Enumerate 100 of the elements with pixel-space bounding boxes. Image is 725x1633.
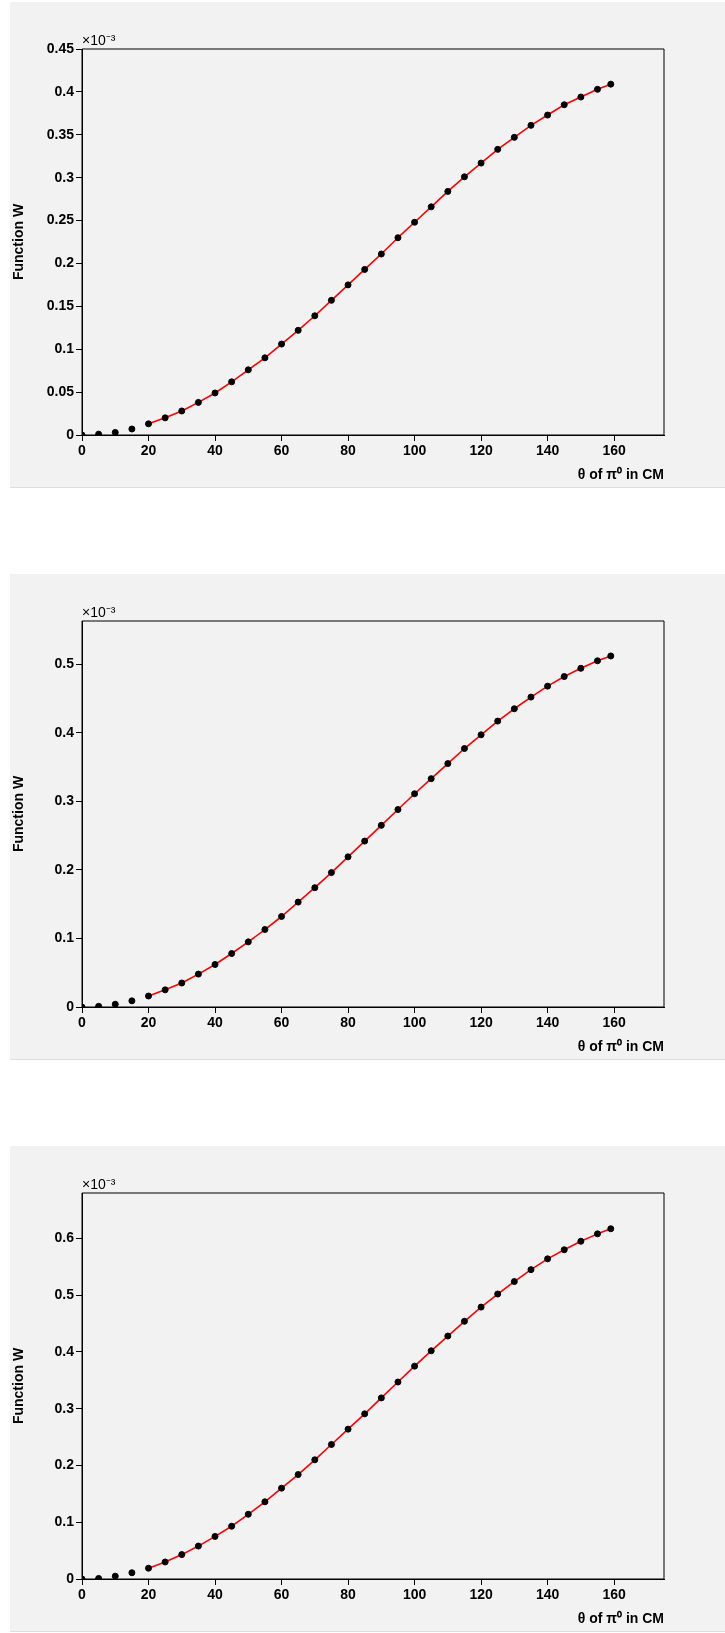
point [527,693,535,701]
point [411,218,419,226]
point [211,389,219,397]
point [560,101,568,109]
point [178,1551,186,1559]
y-tick-label: 0.15 [46,297,75,314]
x-tick-label: 120 [469,1586,493,1603]
point [361,837,369,845]
x-axis-title: θ of π⁰ in CM [577,1610,664,1627]
x-tick-label: 60 [273,1014,290,1031]
x-tick-label: 120 [469,442,493,459]
y-tick-label: 0.2 [54,860,75,877]
y-tick-label: 0.4 [54,723,75,740]
point [477,731,485,739]
y-tick-label: 0.1 [54,340,75,357]
point [593,1230,601,1238]
point [494,1290,502,1298]
point [544,111,552,119]
point [494,717,502,725]
y-tick-label: 0 [66,997,75,1014]
x-tick-label: 140 [535,1586,560,1603]
x-tick-label: 100 [402,1586,427,1603]
y-tick-label: 0.2 [54,254,75,271]
point [394,234,402,242]
point [128,425,136,433]
point [593,657,601,665]
y-tick-label: 0.6 [54,1229,75,1246]
point [161,1558,169,1566]
point [178,407,186,415]
point [145,420,153,428]
point [344,281,352,289]
x-tick-label: 120 [469,1014,493,1031]
point [344,1425,352,1433]
x-tick-label: 160 [602,442,627,459]
point [244,366,252,374]
point [527,121,535,129]
point [477,159,485,167]
x-tick-label: 80 [340,1014,357,1031]
point [211,960,219,968]
y-tick-label: 0.35 [46,125,75,142]
y-axis-title: Function W [10,1347,27,1425]
point [607,80,615,88]
point [544,682,552,690]
point [161,986,169,994]
x-axis-title: θ of π⁰ in CM [577,1038,664,1055]
x-tick-label: 0 [78,442,87,459]
x-tick-label: 0 [78,1586,87,1603]
x-tick-label: 60 [273,442,290,459]
y-tick-label: 0.45 [46,39,75,56]
point [394,806,402,814]
x-tick-label: 140 [535,442,560,459]
point [294,326,302,334]
y-tick-label: 0.3 [54,1399,75,1416]
y-tick-label: 0.5 [54,655,75,672]
y-tick-label: 0.3 [54,792,75,809]
point [261,926,269,934]
point [510,705,518,713]
point [327,296,335,304]
point [211,1532,219,1540]
point [128,1569,136,1577]
x-tick-label: 160 [602,1014,627,1031]
point [577,664,585,672]
point [411,1362,419,1370]
point [178,979,186,987]
y-tick-label: 0.4 [54,82,75,99]
point [427,1347,435,1355]
point [327,869,335,877]
y-tick-label: 0.4 [54,1342,75,1359]
y-tick-label: 0.1 [54,1513,75,1530]
point [228,950,236,958]
y-axis-title: Function W [10,775,27,853]
x-tick-label: 40 [207,1014,224,1031]
point [460,1317,468,1325]
point [111,1572,119,1579]
y-tick-label: 0.5 [54,1286,75,1303]
point [510,133,518,141]
y-tick-label: 0.2 [54,1456,75,1473]
x-tick-label: 0 [78,1014,87,1031]
point [411,790,419,798]
y-tick-label: 0.1 [54,929,75,946]
point [161,414,169,422]
point [477,1303,485,1311]
point [311,312,319,320]
point [494,145,502,153]
point [593,85,601,93]
point [377,250,385,258]
point [228,1522,236,1530]
point [111,1000,119,1007]
x-tick-label: 140 [535,1014,560,1031]
text: ×10⁻³ [82,1175,116,1192]
point [278,1484,286,1492]
x-tick-label: 160 [602,1586,627,1603]
point [128,997,136,1005]
x-tick-label: 40 [207,1586,224,1603]
x-tick-label: 100 [402,1014,427,1031]
point [444,1332,452,1340]
point [311,884,319,892]
y-tick-label: 0 [66,425,75,442]
y-tick-label: 0.05 [46,382,75,399]
point [361,265,369,273]
